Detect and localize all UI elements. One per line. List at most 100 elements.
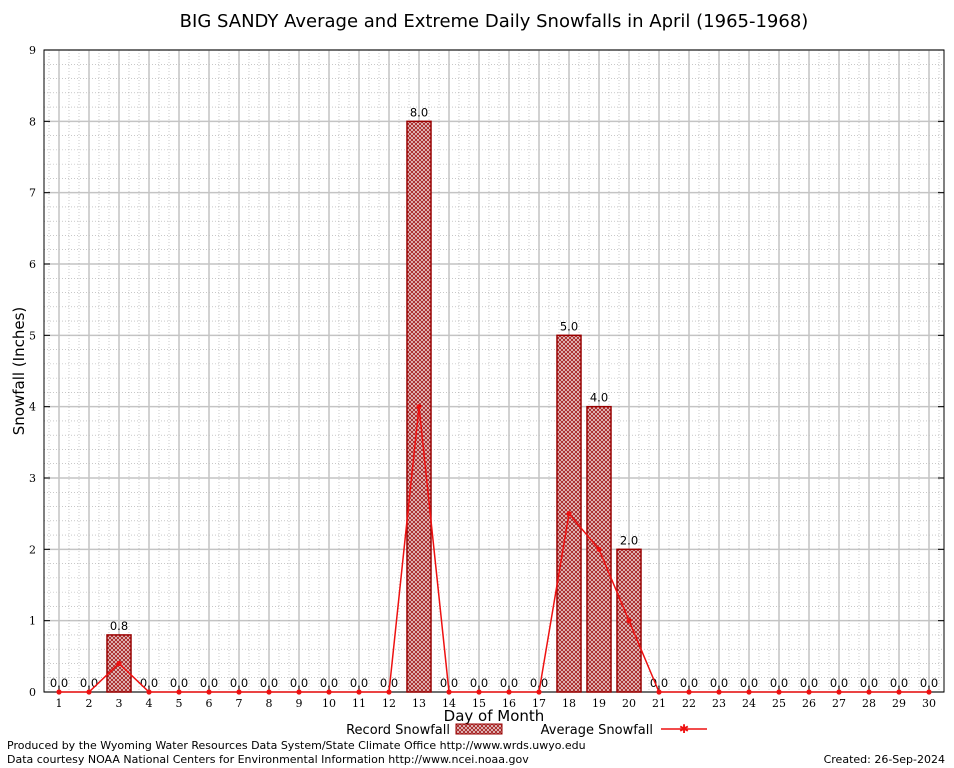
- legend: Record Snowfall Average Snowfall ✱: [346, 722, 707, 738]
- x-tick-label: 3: [116, 697, 123, 710]
- average-point: [896, 689, 902, 695]
- legend-record-swatch: [455, 723, 503, 735]
- y-tick-label: 4: [29, 401, 36, 414]
- footer-produced-by: Produced by the Wyoming Water Resources …: [7, 739, 586, 752]
- x-tick-label: 9: [296, 697, 303, 710]
- legend-average-label: Average Snowfall: [541, 723, 653, 738]
- y-tick-label: 3: [29, 472, 36, 485]
- record-value-label: 0.0: [230, 676, 248, 690]
- x-tick-label: 29: [892, 697, 906, 710]
- x-tick-label: 30: [922, 697, 936, 710]
- average-polyline: [59, 406, 929, 693]
- x-tick-label: 27: [832, 697, 846, 710]
- x-tick-label: 8: [266, 697, 273, 710]
- legend-average-marker: ✱: [679, 722, 689, 736]
- x-tick-label: 17: [532, 697, 546, 710]
- record-value-label: 0.0: [770, 676, 788, 690]
- x-tick-label: 23: [712, 697, 726, 710]
- x-tick-label: 28: [862, 697, 876, 710]
- record-value-label: 0.0: [290, 676, 308, 690]
- record-value-label: 0.0: [440, 676, 458, 690]
- y-axis-title: Snowfall (Inches): [10, 307, 28, 435]
- average-point: [116, 660, 122, 667]
- record-value-label: 0.0: [320, 676, 338, 690]
- average-point: [596, 546, 602, 552]
- average-point: [56, 689, 62, 695]
- y-tick-label: 5: [29, 329, 36, 342]
- y-tick-label: 6: [29, 258, 36, 271]
- average-point: [686, 689, 692, 695]
- x-tick-label: 14: [442, 697, 456, 710]
- x-tick-label: 24: [742, 697, 756, 710]
- x-tick-label: 26: [802, 697, 816, 710]
- record-value-label: 2.0: [620, 533, 638, 547]
- x-tick-label: 4: [146, 697, 153, 710]
- average-point: [836, 689, 842, 695]
- grid-lines: [44, 49, 944, 693]
- footer-data-courtesy: Data courtesy NOAA National Centers for …: [7, 753, 529, 766]
- record-value-label: 4.0: [590, 391, 608, 405]
- legend-record-label: Record Snowfall: [346, 723, 450, 738]
- y-tick-label: 1: [29, 615, 36, 628]
- average-snowfall-line: [56, 404, 932, 695]
- y-tick-label: 8: [29, 115, 36, 128]
- average-point: [566, 511, 572, 517]
- average-point: [146, 689, 152, 695]
- x-axis-title: Day of Month: [444, 707, 545, 725]
- x-tick-label: 13: [412, 697, 426, 710]
- chart-title: BIG SANDY Average and Extreme Daily Snow…: [180, 11, 809, 32]
- y-tick-label: 0: [29, 686, 36, 699]
- x-tick-label: 7: [236, 697, 243, 710]
- record-value-label: 8.0: [410, 105, 428, 119]
- record-value-label: 0.0: [860, 676, 878, 690]
- record-value-label: 0.0: [470, 676, 488, 690]
- record-value-label: 0.0: [170, 676, 188, 690]
- y-tick-label: 2: [29, 543, 36, 556]
- average-point: [356, 689, 362, 695]
- average-point: [776, 689, 782, 695]
- x-tick-label: 16: [502, 697, 516, 710]
- y-axis-ticks: 0 1 2 3 4 5 6 7 8 9: [29, 44, 944, 699]
- record-value-label: 0.0: [710, 676, 728, 690]
- record-value-label: 0.0: [920, 676, 938, 690]
- average-point: [476, 689, 482, 695]
- x-tick-label: 21: [652, 697, 666, 710]
- record-value-label: 5.0: [560, 319, 578, 333]
- x-tick-label: 12: [382, 697, 396, 710]
- x-tick-label: 15: [472, 697, 486, 710]
- record-value-label: 0.8: [110, 619, 128, 633]
- average-point: [86, 689, 92, 695]
- average-point: [176, 689, 182, 695]
- record-value-label: 0.0: [890, 676, 908, 690]
- average-point: [536, 689, 542, 695]
- record-value-label: 0.0: [680, 676, 698, 690]
- x-tick-label: 19: [592, 697, 606, 710]
- average-point: [656, 689, 662, 695]
- average-point: [416, 404, 422, 410]
- record-value-label: 0.0: [500, 676, 518, 690]
- footer-created-date: Created: 26-Sep-2024: [824, 753, 945, 766]
- record-value-label: 0.0: [140, 676, 158, 690]
- average-point: [626, 618, 632, 624]
- record-value-label: 0.0: [200, 676, 218, 690]
- x-tick-label: 6: [206, 697, 213, 710]
- record-value-label: 0.0: [830, 676, 848, 690]
- record-value-label: 0.0: [80, 676, 98, 690]
- x-tick-label: 11: [352, 697, 366, 710]
- record-value-label: 0.0: [380, 676, 398, 690]
- record-value-label: 0.0: [740, 676, 758, 690]
- x-tick-label: 10: [322, 697, 336, 710]
- average-point: [386, 689, 392, 695]
- average-point: [506, 689, 512, 695]
- x-tick-label: 22: [682, 697, 696, 710]
- record-snowfall-bars: [106, 120, 642, 693]
- y-tick-label: 9: [29, 44, 36, 57]
- x-tick-label: 2: [86, 697, 93, 710]
- x-tick-label: 1: [56, 697, 63, 710]
- average-point: [326, 689, 332, 695]
- average-point: [746, 689, 752, 695]
- average-point: [296, 689, 302, 695]
- average-point: [716, 689, 722, 695]
- average-point: [806, 689, 812, 695]
